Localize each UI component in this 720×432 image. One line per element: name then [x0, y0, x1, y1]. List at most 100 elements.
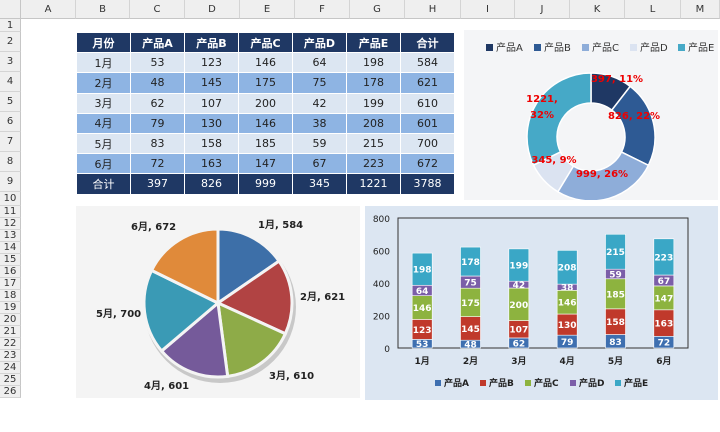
cell[interactable]: 38: [292, 112, 347, 134]
cell[interactable]: 610: [400, 92, 455, 114]
total-cell[interactable]: 345: [292, 173, 347, 195]
header-cell[interactable]: 产品D: [292, 31, 347, 54]
cell[interactable]: 200: [238, 92, 293, 114]
total-cell[interactable]: 合计: [76, 173, 131, 195]
column-header[interactable]: G: [350, 0, 405, 19]
cell[interactable]: 584: [400, 52, 455, 74]
cell[interactable]: 42: [292, 92, 347, 114]
row-header[interactable]: 19: [0, 302, 21, 314]
row-header[interactable]: 10: [0, 192, 21, 206]
cell[interactable]: 75: [292, 72, 347, 94]
header-cell[interactable]: 产品B: [184, 31, 239, 54]
cell[interactable]: 621: [400, 72, 455, 94]
header-cell[interactable]: 产品E: [346, 31, 401, 54]
row-header[interactable]: 5: [0, 92, 21, 112]
header-cell[interactable]: 合计: [400, 31, 455, 54]
select-all-corner[interactable]: [0, 0, 21, 19]
cell[interactable]: 145: [184, 72, 239, 94]
cell[interactable]: 53: [130, 52, 185, 74]
cell[interactable]: 185: [238, 132, 293, 155]
row-header[interactable]: 8: [0, 152, 21, 172]
column-header[interactable]: M: [681, 0, 720, 19]
cell[interactable]: 700: [400, 132, 455, 155]
cell[interactable]: 5月: [76, 132, 131, 155]
cell[interactable]: 130: [184, 112, 239, 134]
cell[interactable]: 146: [238, 52, 293, 74]
column-header[interactable]: H: [405, 0, 461, 19]
cell[interactable]: 4月: [76, 112, 131, 134]
row-header[interactable]: 13: [0, 230, 21, 242]
column-header[interactable]: L: [625, 0, 681, 19]
total-cell[interactable]: 397: [130, 173, 185, 195]
cell[interactable]: 208: [346, 112, 401, 134]
header-cell[interactable]: 月份: [76, 31, 131, 54]
row-header[interactable]: 14: [0, 242, 21, 254]
row-header[interactable]: 20: [0, 314, 21, 326]
row-header[interactable]: 26: [0, 386, 21, 398]
cell[interactable]: 48: [130, 72, 185, 94]
row-header[interactable]: 21: [0, 326, 21, 338]
cell[interactable]: 79: [130, 112, 185, 134]
cell[interactable]: 223: [346, 153, 401, 175]
column-header[interactable]: E: [240, 0, 295, 19]
row-header[interactable]: 22: [0, 338, 21, 350]
row-header[interactable]: 18: [0, 290, 21, 302]
cell[interactable]: 147: [238, 153, 293, 175]
header-cell[interactable]: 产品C: [238, 31, 293, 54]
cell[interactable]: 72: [130, 153, 185, 175]
row-header[interactable]: 12: [0, 218, 21, 230]
cell[interactable]: 62: [130, 92, 185, 114]
total-cell[interactable]: 1221: [346, 173, 401, 195]
cell[interactable]: 2月: [76, 72, 131, 94]
row-header[interactable]: 11: [0, 206, 21, 218]
column-header[interactable]: J: [515, 0, 570, 19]
column-header[interactable]: A: [21, 0, 76, 19]
row-header[interactable]: 23: [0, 350, 21, 362]
cell[interactable]: 672: [400, 153, 455, 175]
cell[interactable]: 107: [184, 92, 239, 114]
row-header[interactable]: 6: [0, 112, 21, 132]
cell[interactable]: 163: [184, 153, 239, 175]
row-header[interactable]: 4: [0, 72, 21, 92]
cell[interactable]: 83: [130, 132, 185, 155]
column-header[interactable]: C: [130, 0, 185, 19]
column-header[interactable]: B: [76, 0, 130, 19]
row-header[interactable]: 15: [0, 254, 21, 266]
column-header[interactable]: K: [570, 0, 625, 19]
row-header[interactable]: 2: [0, 32, 21, 52]
cell[interactable]: 6月: [76, 153, 131, 175]
cell[interactable]: 146: [238, 112, 293, 134]
column-header[interactable]: I: [461, 0, 515, 19]
cell[interactable]: 198: [346, 52, 401, 74]
cell[interactable]: 601: [400, 112, 455, 134]
cell[interactable]: 158: [184, 132, 239, 155]
table-row: 3月 62 107 200 42 199 610: [76, 92, 455, 114]
cell[interactable]: 59: [292, 132, 347, 155]
cell[interactable]: 1月: [76, 52, 131, 74]
column-header[interactable]: D: [185, 0, 240, 19]
total-cell[interactable]: 826: [184, 173, 239, 195]
cell[interactable]: 199: [346, 92, 401, 114]
total-cell[interactable]: 3788: [400, 173, 455, 195]
cell[interactable]: 64: [292, 52, 347, 74]
row-header[interactable]: 7: [0, 132, 21, 152]
row-header[interactable]: 25: [0, 374, 21, 386]
row-header[interactable]: 16: [0, 266, 21, 278]
cell[interactable]: 123: [184, 52, 239, 74]
row-header[interactable]: 9: [0, 172, 21, 192]
header-cell[interactable]: 产品A: [130, 31, 185, 54]
row-header[interactable]: 3: [0, 52, 21, 72]
cell[interactable]: 67: [292, 153, 347, 175]
total-cell[interactable]: 999: [238, 173, 293, 195]
cell[interactable]: 215: [346, 132, 401, 155]
pie-chart[interactable]: 1月, 584 2月, 621 3月, 610 4月, 601 5月, 700 6月, 6…: [76, 206, 360, 398]
row-header[interactable]: 24: [0, 362, 21, 374]
cell[interactable]: 178: [346, 72, 401, 94]
stacked-bar-chart[interactable]: 0 200 400 600 800 53 123 146 64 198 1月 48 145 175 75 17…: [365, 206, 718, 400]
row-header[interactable]: 17: [0, 278, 21, 290]
row-header[interactable]: 1: [0, 19, 21, 32]
column-header[interactable]: F: [295, 0, 350, 19]
cell[interactable]: 175: [238, 72, 293, 94]
cell[interactable]: 3月: [76, 92, 131, 114]
